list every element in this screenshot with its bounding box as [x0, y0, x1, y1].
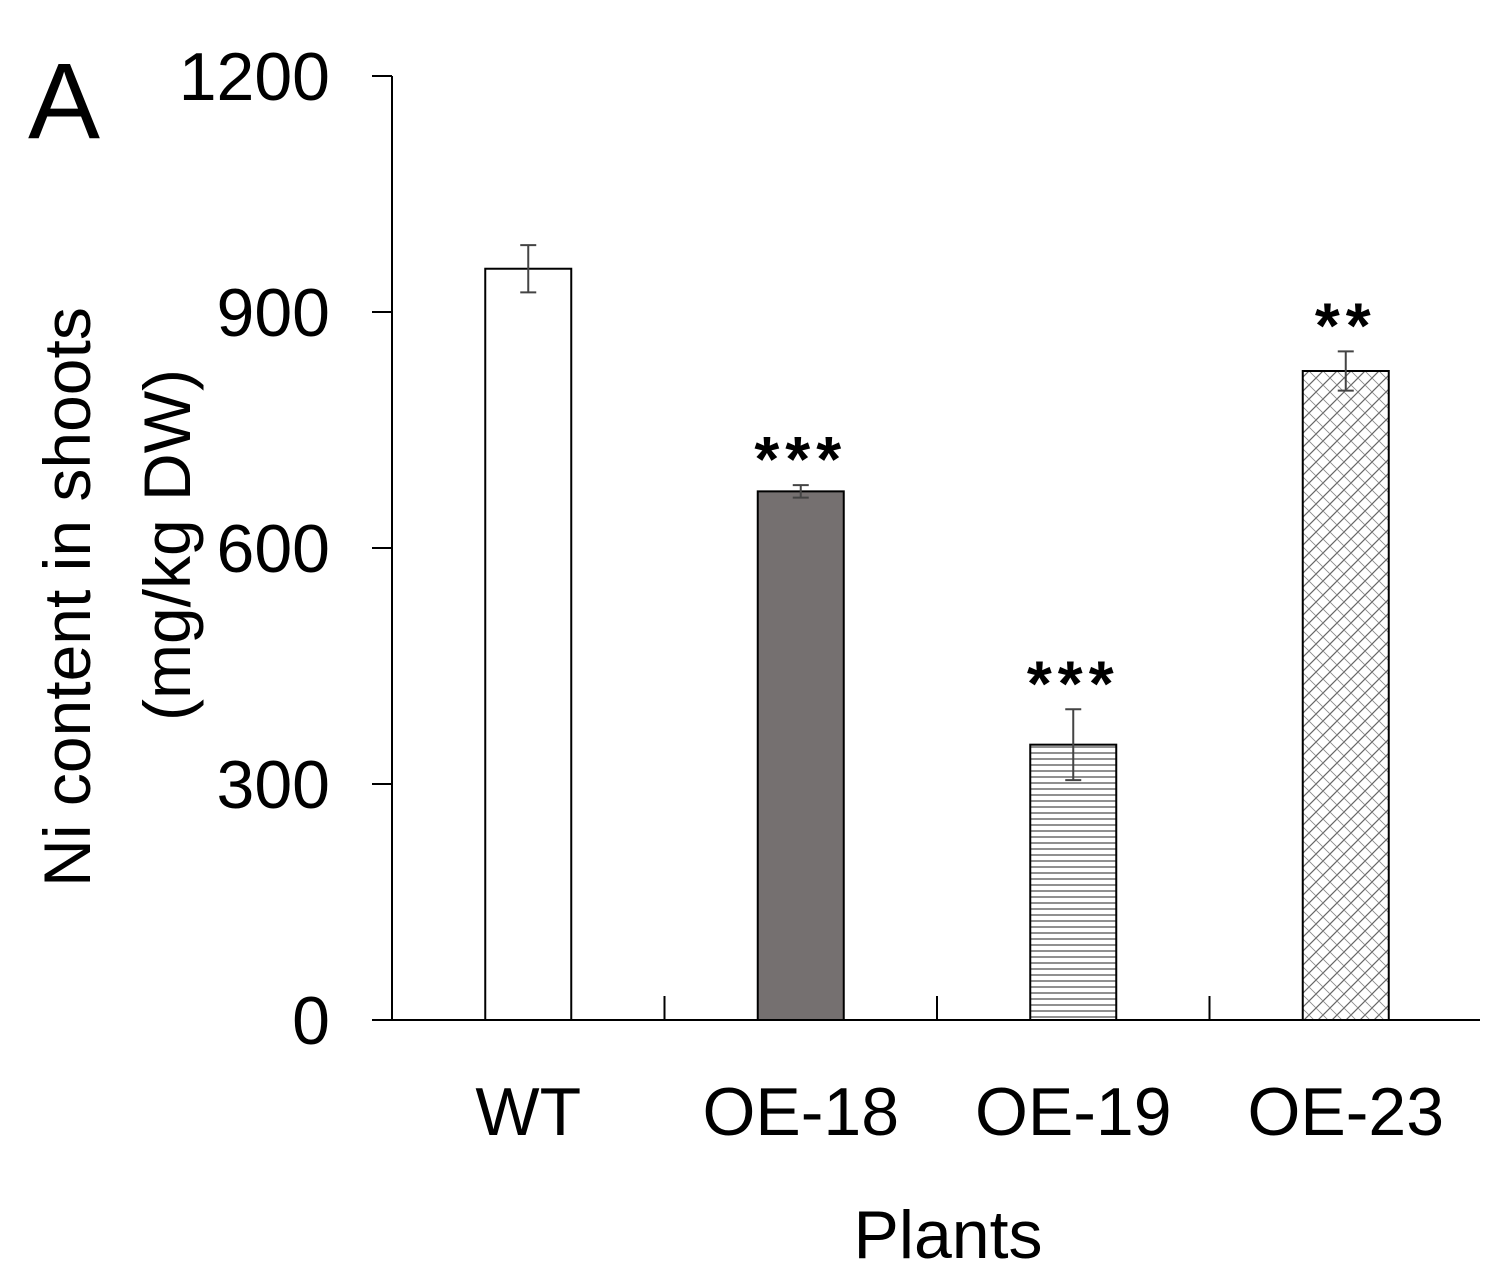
- bar-wt: [484, 267, 573, 1021]
- significance-oe-23: **: [1315, 289, 1377, 361]
- y-axis-title-line1: Ni content in shoots: [30, 307, 104, 887]
- significance-oe-18: ***: [754, 423, 847, 495]
- significance-group: ********: [754, 289, 1377, 719]
- y-axis-title-line2: (mg/kg DW): [130, 369, 204, 721]
- x-tick-label-oe-19: OE-19: [975, 1074, 1172, 1150]
- x-tick-label-oe-18: OE-18: [702, 1074, 899, 1150]
- x-axis-ticks: [663, 996, 1211, 1020]
- category-labels: WT OE-18 OE-19 OE-23: [475, 1074, 1444, 1150]
- y-tick-label: 1200: [179, 39, 330, 115]
- bars-group: [484, 267, 1390, 1022]
- bar-oe-18: [756, 490, 845, 1021]
- x-tick-label-oe-23: OE-23: [1247, 1074, 1444, 1150]
- y-tick-label: 900: [217, 275, 330, 351]
- significance-oe-19: ***: [1027, 647, 1120, 719]
- y-axis-ticks: 0 300 600 900 1200: [179, 39, 392, 1059]
- y-tick-label: 300: [217, 747, 330, 823]
- y-tick-label: 0: [292, 983, 330, 1059]
- bar-oe-23: [1301, 370, 1390, 1021]
- bar-oe-19: [1029, 743, 1118, 1022]
- error-bars-group: [520, 244, 1354, 782]
- panel-label: A: [28, 40, 100, 161]
- x-tick-label-wt: WT: [475, 1074, 581, 1150]
- y-tick-label: 600: [217, 511, 330, 587]
- x-axis-title: Plants: [854, 1197, 1043, 1273]
